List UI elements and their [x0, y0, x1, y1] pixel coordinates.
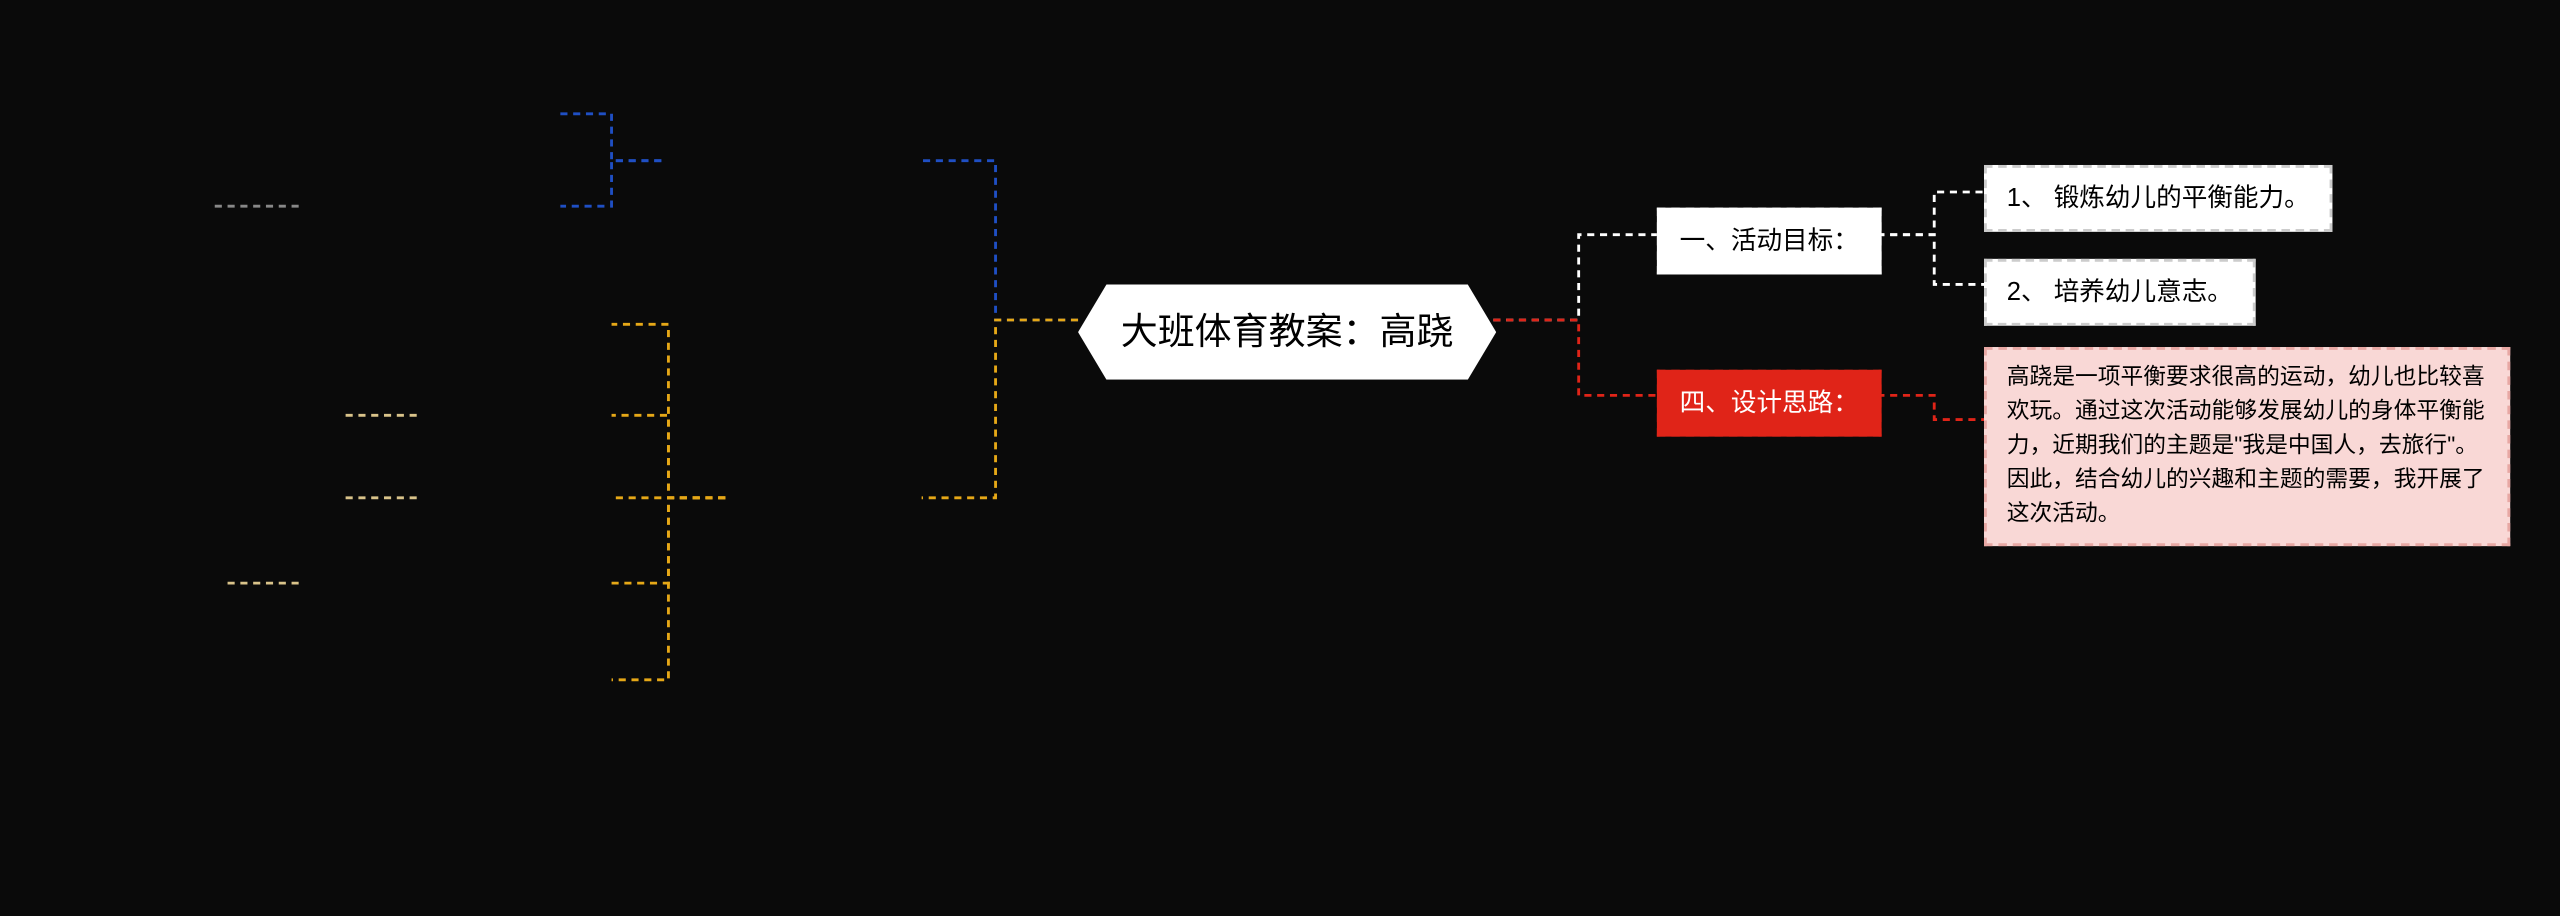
section-4[interactable]: 四、设计思路：	[1657, 370, 1882, 437]
section-1-child-2[interactable]: 2、 培养幼儿意志。	[1984, 259, 2256, 326]
root-node[interactable]: 大班体育教案：高跷	[1078, 284, 1496, 379]
section-1-child-1[interactable]: 1、 锻炼幼儿的平衡能力。	[1984, 165, 2332, 232]
section-4-child-1[interactable]: 高跷是一项平衡要求很高的运动，幼儿也比较喜欢玩。通过这次活动能够发展幼儿的身体平…	[1984, 347, 2510, 546]
section-1[interactable]: 一、活动目标：	[1657, 208, 1882, 275]
